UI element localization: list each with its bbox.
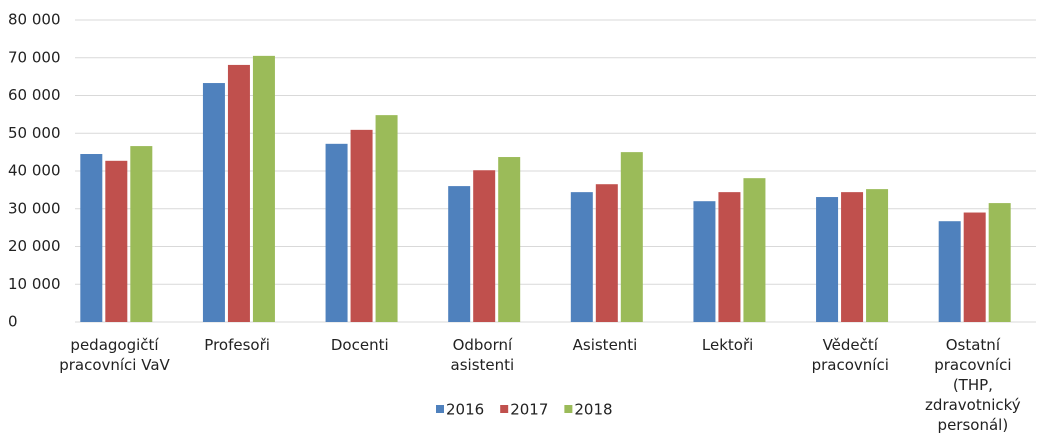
legend-swatch <box>564 405 573 413</box>
legend-swatch <box>500 405 509 413</box>
y-tick-label: 20 000 <box>8 237 61 255</box>
legend-label: 2018 <box>574 401 612 419</box>
legend-swatch <box>436 405 444 413</box>
bar <box>693 201 716 322</box>
y-tick-label: 70 000 <box>8 48 61 66</box>
bar <box>866 189 889 322</box>
bar <box>325 143 348 322</box>
bar <box>350 129 373 322</box>
x-tick-label: Asistenti <box>572 336 638 354</box>
bar <box>227 64 250 323</box>
page: 0 10 000 20 000 30 000 40 000 50 000 60 000 70 … <box>8 10 1036 434</box>
bar <box>105 160 128 322</box>
x-tick-label: Profesoři <box>204 336 270 354</box>
bar <box>202 83 225 322</box>
y-tick-label: 30 000 <box>8 199 61 217</box>
legend-label: 2017 <box>510 401 548 419</box>
y-tick-label: 80 000 <box>8 11 61 29</box>
x-tick-label: Vědečtí pracovníci <box>811 336 889 374</box>
x-tick-label: Ostatní pracovníci (THP, zdravotnický pe… <box>925 336 1021 434</box>
bar <box>570 192 593 322</box>
bar <box>841 192 864 322</box>
bar <box>375 115 398 322</box>
bar <box>473 170 496 322</box>
bar <box>448 186 471 322</box>
bar <box>498 157 521 322</box>
y-tick-label: 0 <box>8 313 18 331</box>
bar <box>963 212 986 322</box>
bar <box>252 55 275 323</box>
bar <box>816 197 839 322</box>
bar <box>988 203 1011 322</box>
bar <box>743 178 766 322</box>
legend-label: 2016 <box>446 401 484 419</box>
bar <box>80 154 103 322</box>
x-tick-label: Odborní asistenti <box>450 336 515 374</box>
x-tick-label: Docenti <box>330 336 389 354</box>
bar <box>595 184 618 322</box>
bar <box>130 146 153 322</box>
bar <box>620 152 643 322</box>
y-tick-label: 10 000 <box>8 275 61 293</box>
y-tick-label: 60 000 <box>8 86 61 104</box>
x-tick-label: pedagogičtí pracovníci VaV <box>59 336 170 374</box>
y-tick-label: 40 000 <box>8 162 61 180</box>
y-tick-label: 50 000 <box>8 124 61 142</box>
bar <box>718 192 741 322</box>
bar <box>938 221 961 322</box>
x-tick-label: Lektoři <box>701 336 754 354</box>
chart: 0 10 000 20 000 30 000 40 000 50 000 60 000 70 … <box>8 11 1036 419</box>
